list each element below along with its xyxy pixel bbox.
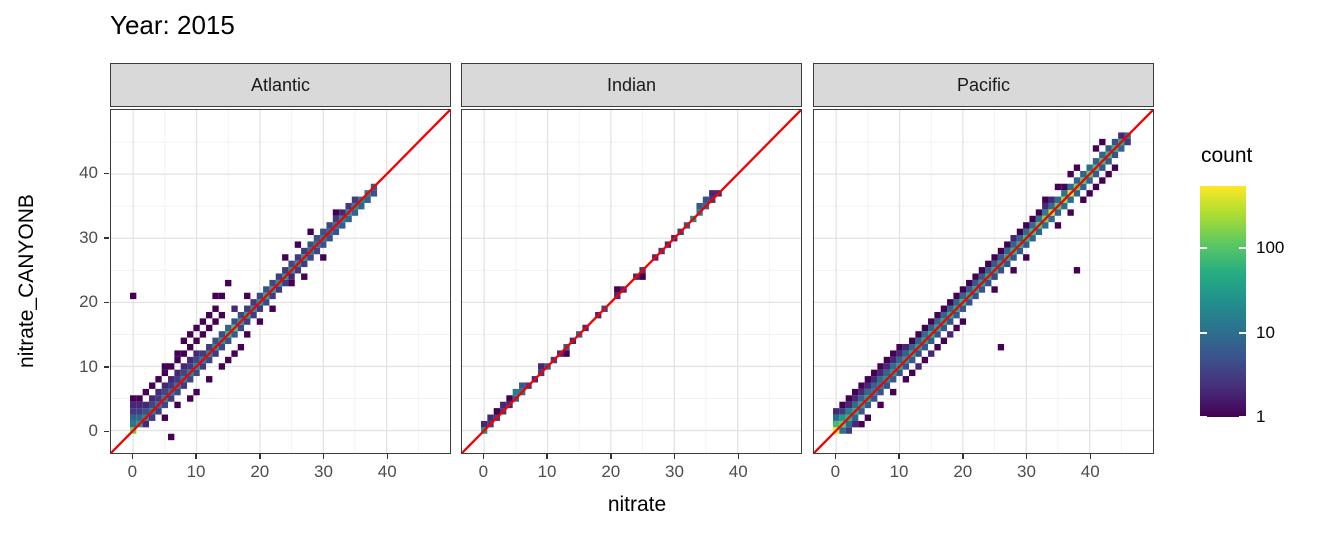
y-tick-mark	[104, 366, 109, 368]
identity-line	[462, 110, 801, 453]
y-tick-mark	[104, 301, 109, 304]
y-tick-label: 30	[79, 227, 98, 247]
x-tick-mark	[482, 454, 485, 459]
x-tick-mark	[322, 454, 325, 459]
legend-tick-mark	[1239, 331, 1246, 334]
x-tick-label: 30	[665, 462, 684, 481]
x-tick-mark	[546, 454, 548, 459]
x-tick-mark	[1089, 454, 1091, 459]
panel-plot-area-atlantic	[111, 110, 450, 453]
x-tick-mark	[737, 454, 739, 459]
x-tick-mark	[1025, 454, 1028, 459]
panel-atlantic	[110, 109, 451, 454]
x-tick-label: 0	[127, 462, 138, 481]
x-tick-label: 0	[478, 462, 489, 481]
legend-tick-mark	[1239, 416, 1246, 418]
x-tick-mark	[673, 454, 676, 459]
x-tick-mark	[259, 454, 261, 459]
x-tick-mark	[962, 454, 964, 459]
facet-atlantic: Atlantic	[110, 63, 451, 454]
gridlines	[111, 110, 450, 453]
legend-tick-label: 100	[1256, 238, 1285, 258]
x-tick-mark	[610, 454, 612, 459]
x-axis-title: nitrate	[607, 493, 667, 516]
x-tick-label: 40	[377, 462, 397, 481]
legend-title: count	[1201, 144, 1253, 167]
y-tick-mark	[104, 172, 109, 175]
x-tick-label: 10	[186, 462, 206, 481]
x-tick-mark	[131, 454, 134, 459]
x-tick-label: 20	[953, 462, 973, 481]
legend-tick-label: 10	[1256, 322, 1275, 342]
legend-colorbar	[1200, 186, 1246, 417]
x-tick-mark	[195, 454, 197, 459]
panel-plot-area-pacific	[814, 110, 1153, 453]
facet-pacific: Pacific	[813, 63, 1154, 454]
x-tick-mark	[386, 454, 388, 459]
y-tick-label: 40	[79, 163, 98, 183]
legend-tick-mark	[1200, 331, 1207, 334]
chart-title: Year: 2015	[110, 10, 235, 40]
x-tick-mark	[834, 454, 837, 459]
y-tick-label: 20	[79, 292, 98, 312]
x-tick-label: 40	[1080, 462, 1100, 481]
y-axis-title: nitrate_CANYONB	[15, 194, 38, 368]
x-tick-label: 30	[1017, 462, 1036, 481]
panel-plot-area-indian	[462, 110, 801, 453]
y-tick-label: 0	[88, 421, 98, 441]
x-tick-label: 30	[314, 462, 333, 481]
identity-line	[814, 110, 1153, 453]
legend-tick-label: 1	[1256, 407, 1266, 426]
gridlines	[462, 110, 801, 453]
y-tick-mark	[104, 430, 109, 433]
identity-line	[111, 110, 450, 453]
facet-strip-pacific: Pacific	[813, 63, 1154, 107]
y-tick-label: 10	[79, 356, 98, 376]
facet-indian: Indian	[461, 63, 802, 454]
legend-tick-mark	[1200, 247, 1207, 250]
facet-strip-atlantic: Atlantic	[110, 63, 451, 107]
y-tick-mark	[104, 237, 109, 239]
x-tick-label: 0	[830, 462, 841, 481]
x-tick-label: 40	[728, 462, 748, 481]
legend-tick-mark	[1239, 247, 1246, 250]
x-tick-label: 20	[601, 462, 621, 481]
panel-indian	[461, 109, 802, 454]
panel-pacific	[813, 109, 1154, 454]
x-tick-mark	[898, 454, 900, 459]
x-tick-label: 20	[250, 462, 270, 481]
facet-strip-indian: Indian	[461, 63, 802, 107]
x-tick-label: 10	[537, 462, 557, 481]
legend-tick-mark	[1200, 416, 1207, 418]
x-tick-label: 10	[889, 462, 909, 481]
